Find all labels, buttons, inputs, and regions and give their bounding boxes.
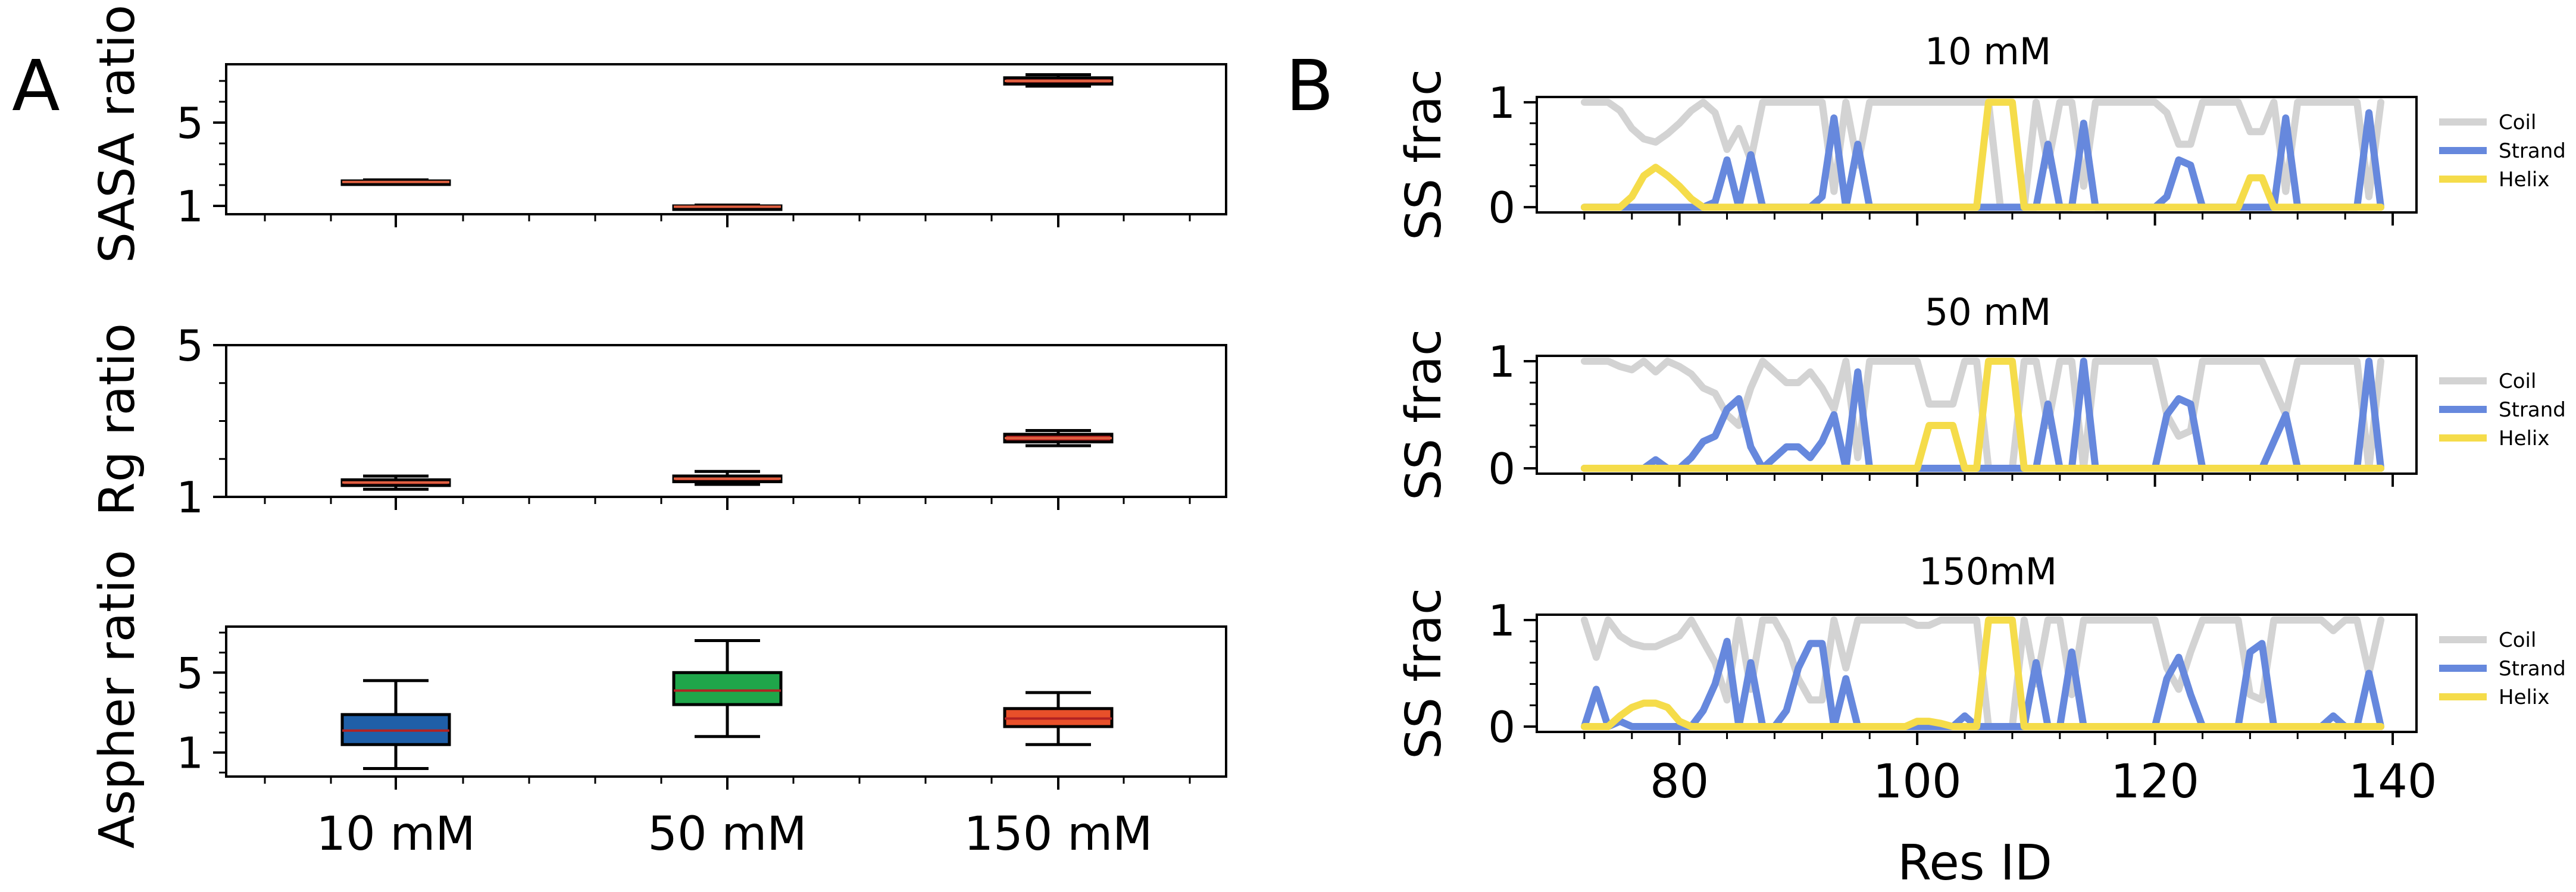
aspher-box-50mm	[672, 671, 783, 706]
ss-150mm-y-tick-label: 1	[1488, 596, 1515, 646]
ss-150mm-x-tick-label-120: 120	[2111, 755, 2199, 809]
ss-50mm-y-axis-label: SS frac	[1396, 329, 1452, 500]
ss-150mm-x-tick-label-100: 100	[1873, 755, 1962, 809]
x-tick-label-150mm: 150 mM	[964, 808, 1153, 861]
ss-10mm-y-tick-label: 1	[1488, 78, 1515, 128]
aspher-ratio-plot: Aspher ratio 10 mM 50 mM 150 mM 1 5	[89, 550, 1227, 861]
rg-y-axis-label: Rg ratio	[89, 323, 146, 516]
aspher-y-axis-label: Aspher ratio	[89, 550, 146, 849]
ss-10mm-helix-line	[1580, 98, 2385, 211]
ss-150mm-x-tick-label-140: 140	[2349, 755, 2437, 809]
ss-50mm-y-tick-label: 1	[1488, 337, 1515, 387]
ss-50mm-helix-line	[1580, 358, 2385, 472]
ss-150mm-legend-label-helix: Helix	[2499, 686, 2550, 709]
ss-10mm-y-tick-label: 0	[1488, 183, 1515, 233]
ss-10mm-title: 10 mM	[1925, 30, 2052, 73]
ss-50mm-axes-frame	[1536, 355, 2418, 475]
aspher-y-tick-label: 1	[176, 728, 204, 778]
ss-10mm-y-axis-label: SS frac	[1396, 69, 1452, 240]
rg-y-tick-label: 5	[176, 321, 204, 371]
ss-150mm-y-tick-label: 0	[1488, 702, 1515, 752]
ss-10mm-legend-label-coil: Coil	[2499, 111, 2536, 134]
ss-x-axis-label: Res ID	[1897, 835, 2052, 891]
x-tick-label-10mm: 10 mM	[316, 808, 475, 861]
ss-150mm-title: 150mM	[1919, 550, 2057, 593]
ss-10mm-axes-frame	[1536, 96, 2418, 214]
ss-150mm-x-tick-label-80: 80	[1650, 755, 1709, 809]
ss-150mm-legend-label-strand: Strand	[2499, 657, 2566, 681]
panel-a-label: A	[12, 45, 60, 127]
ss-150mm-legend-label-coil: Coil	[2499, 628, 2536, 652]
ss-10mm-coil-line	[1580, 98, 2385, 211]
ss-10mm-strand-line	[1580, 109, 2385, 211]
ss-150mm-helix-line	[1580, 616, 2385, 730]
sasa-y-tick-label: 1	[176, 181, 204, 231]
ss-150mm-axes-frame	[1536, 614, 2418, 733]
ss-10mm-legend-label-strand: Strand	[2499, 139, 2566, 163]
ss-50mm-legend-label-strand: Strand	[2499, 398, 2566, 422]
ss-150mm-y-axis-label: SS frac	[1396, 588, 1452, 759]
ss-10mm-plot: 10 mM SS frac 0 1 Coil Strand Helix	[1396, 30, 2566, 240]
x-tick-label-50mm: 50 mM	[648, 808, 806, 861]
rg-ratio-plot: Rg ratio 1 5	[89, 321, 1227, 522]
ss-50mm-legend-label-coil: Coil	[2499, 370, 2536, 393]
ss-50mm-plot: 50 mM SS frac 0 1 Coil Strand Helix	[1396, 290, 2566, 500]
ss-10mm-legend-label-helix: Helix	[2499, 168, 2550, 192]
sasa-ratio-plot: SASA ratio 1 5	[89, 5, 1227, 263]
ss-150mm-plot: 150mM SS frac Res ID 0 1 80 100 120 140 Coil St…	[1396, 550, 2566, 891]
aspher-y-tick-label: 5	[176, 648, 204, 698]
sasa-y-tick-label: 5	[176, 98, 204, 148]
ss-50mm-legend-label-helix: Helix	[2499, 427, 2550, 450]
ss-50mm-y-tick-label: 0	[1488, 444, 1515, 494]
panel-b-label: B	[1286, 45, 1334, 127]
ss-50mm-title: 50 mM	[1925, 290, 2052, 334]
rg-y-tick-label: 1	[176, 472, 204, 522]
sasa-y-axis-label: SASA ratio	[89, 5, 146, 263]
ss-150mm-strand-line	[1580, 637, 2385, 730]
